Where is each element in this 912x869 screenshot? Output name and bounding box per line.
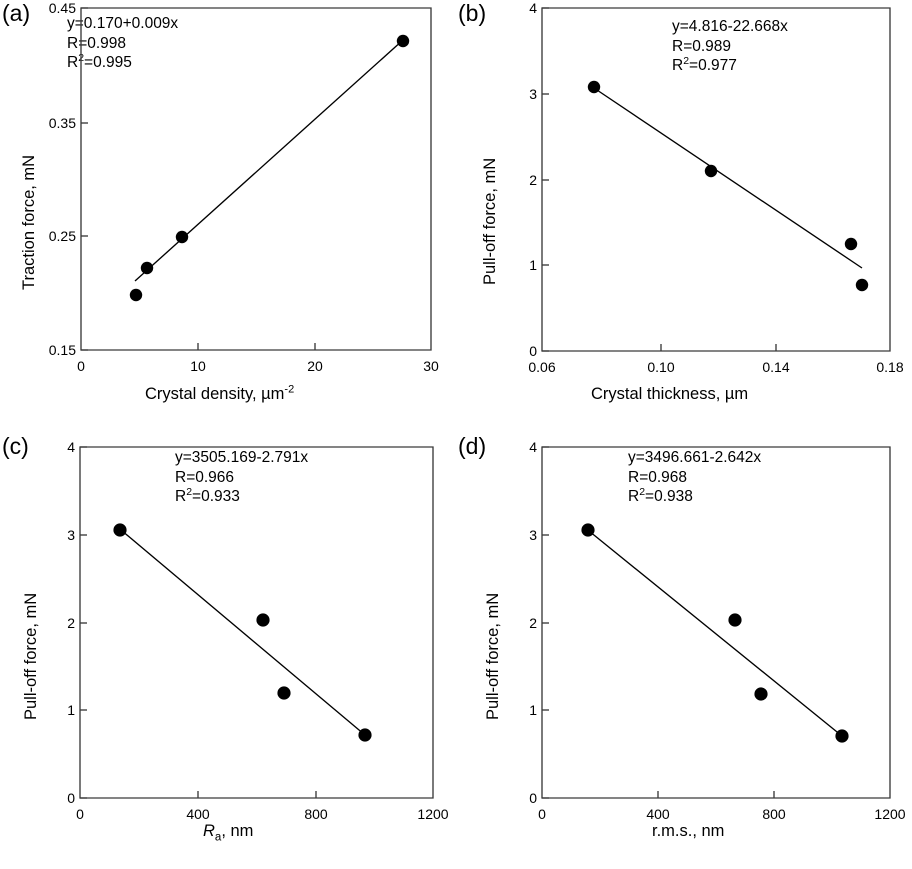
svg-text:30: 30 (423, 358, 439, 374)
svg-text:0.15: 0.15 (49, 342, 76, 358)
svg-text:2: 2 (67, 615, 75, 631)
panel-d-annotation: y=3496.661-2.642x R=0.968 R2=0.938 (628, 448, 761, 507)
panel-a-y-ticklabels: 0.45 0.35 0.25 0.15 (49, 0, 76, 358)
panel-d-label: (d) (458, 433, 487, 459)
svg-text:0.14: 0.14 (762, 359, 789, 375)
svg-text:0: 0 (538, 806, 546, 822)
svg-text:1: 1 (529, 702, 537, 718)
panel-d-y-ticklabels: 4 3 2 1 0 (529, 439, 537, 806)
panel-c-y-ticklabels: 4 3 2 1 0 (67, 439, 75, 806)
svg-text:400: 400 (646, 806, 670, 822)
panel-d-r2: R2=0.938 (628, 485, 693, 505)
panel-c-annotation: y=3505.169-2.791x R=0.966 R2=0.933 (175, 448, 308, 507)
svg-text:0: 0 (529, 790, 537, 806)
panel-c-x-ticklabels: 0 400 800 1200 (76, 806, 449, 822)
svg-text:0: 0 (77, 358, 85, 374)
panel-a-plot: 0.45 0.35 0.25 0.15 0 10 20 30 (49, 0, 439, 374)
svg-text:1200: 1200 (874, 806, 905, 822)
panel-b-equation: y=4.816-22.668x (672, 18, 788, 35)
svg-text:4: 4 (529, 0, 537, 16)
svg-text:0: 0 (76, 806, 84, 822)
panel-c-x-axis-title: Ra, nm (203, 822, 254, 844)
panel-a-r: R=0.998 (67, 34, 127, 52)
svg-text:20: 20 (307, 358, 323, 374)
panel-c-r: R=0.966 (175, 468, 235, 486)
panel-d-axes (541, 446, 891, 799)
svg-text:800: 800 (304, 806, 328, 822)
panel-b-plot: 4 3 2 1 0 0.06 0.10 0.14 0.18 (528, 0, 903, 375)
panel-b-x-ticklabels: 0.06 0.10 0.14 0.18 (528, 359, 903, 375)
panel-d-r: R=0.968 (628, 468, 688, 486)
svg-text:400: 400 (186, 806, 210, 822)
svg-text:3: 3 (529, 86, 537, 102)
svg-text:1200: 1200 (417, 806, 448, 822)
panel-a-x-ticklabels: 0 10 20 30 (77, 358, 439, 374)
svg-text:0.06: 0.06 (528, 359, 555, 375)
panel-d: (d) y=3496.661-2.642x R=0.968 R2=0.938 P… (456, 435, 912, 869)
panel-d-x-ticklabels: 0 400 800 1200 (538, 806, 906, 822)
panel-c-fit-line (120, 529, 366, 736)
panel-b-y-ticklabels: 4 3 2 1 0 (529, 0, 537, 359)
panel-c-equation: y=3505.169-2.791x (175, 449, 309, 466)
svg-text:10: 10 (190, 358, 206, 374)
svg-text:0.25: 0.25 (49, 228, 76, 244)
panel-d-data-points (581, 523, 849, 743)
panel-a: (a) y=0.170+0.009x R=0.998 R2=0.995 Trac… (0, 0, 456, 434)
panel-c-r2: R2=0.933 (175, 485, 240, 505)
panel-b-r2: R2=0.977 (672, 54, 737, 74)
svg-text:3: 3 (529, 527, 537, 543)
panel-b: (b) y=4.816-22.668x R=0.989 R2=0.977 Pul… (456, 0, 912, 434)
panel-c-label: (c) (2, 433, 29, 459)
svg-text:800: 800 (762, 806, 786, 822)
panel-a-x-axis-title: Crystal density, µm-2 (145, 383, 295, 403)
panel-b-label: (b) (458, 0, 487, 26)
svg-text:0.10: 0.10 (647, 359, 674, 375)
panel-c-data-points (113, 523, 372, 742)
panel-a-label: (a) (2, 0, 31, 26)
svg-text:2: 2 (529, 615, 537, 631)
panel-c-axes (79, 446, 434, 799)
panel-a-axes (80, 7, 432, 351)
svg-text:4: 4 (67, 439, 75, 455)
panel-b-data-points (587, 80, 869, 292)
panel-c-plot: 4 3 2 1 0 0 400 800 1200 (67, 439, 449, 822)
panel-d-fit-line (588, 530, 843, 737)
svg-text:0: 0 (529, 343, 537, 359)
panel-d-plot: 4 3 2 1 0 0 400 800 1200 (529, 439, 906, 822)
svg-text:0: 0 (67, 790, 75, 806)
svg-text:4: 4 (529, 439, 537, 455)
panel-b-x-axis-title: Crystal thickness, µm (591, 385, 749, 403)
svg-text:3: 3 (67, 527, 75, 543)
panel-a-fit-line (134, 39, 404, 282)
panel-a-equation: y=0.170+0.009x (67, 15, 179, 32)
panel-a-data-points (129, 34, 410, 302)
panel-b-fit-line (593, 87, 863, 269)
panel-b-axes (541, 7, 891, 352)
svg-text:1: 1 (67, 702, 75, 718)
panel-d-equation: y=3496.661-2.642x (628, 449, 762, 466)
panel-d-x-axis-title: r.m.s., nm (652, 822, 725, 840)
svg-text:1: 1 (529, 257, 537, 273)
svg-text:2: 2 (529, 172, 537, 188)
panel-b-r: R=0.989 (672, 37, 732, 55)
svg-text:0.18: 0.18 (876, 359, 903, 375)
svg-text:0.45: 0.45 (49, 0, 76, 16)
svg-text:0.35: 0.35 (49, 115, 76, 131)
panel-b-annotation: y=4.816-22.668x R=0.989 R2=0.977 (672, 17, 788, 76)
panel-c: (c) y=3505.169-2.791x R=0.966 R2=0.933 P… (0, 435, 456, 869)
